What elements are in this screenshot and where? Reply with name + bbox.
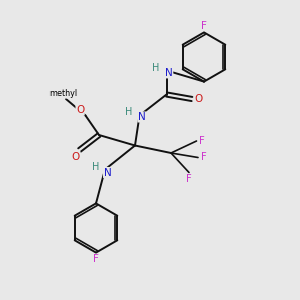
Text: methyl: methyl — [48, 89, 78, 98]
Text: O: O — [72, 152, 80, 162]
Text: F: F — [93, 254, 99, 264]
Text: H: H — [92, 161, 99, 172]
Text: F: F — [201, 21, 207, 31]
Text: O: O — [76, 105, 84, 115]
Text: O: O — [194, 94, 203, 104]
Text: methyl: methyl — [50, 88, 78, 98]
Text: N: N — [103, 167, 111, 178]
Text: F: F — [200, 152, 206, 163]
Text: F: F — [199, 136, 205, 146]
Text: N: N — [165, 68, 173, 78]
Text: H: H — [152, 63, 160, 73]
Text: N: N — [138, 112, 146, 122]
Text: H: H — [125, 107, 133, 117]
Text: F: F — [186, 174, 192, 184]
